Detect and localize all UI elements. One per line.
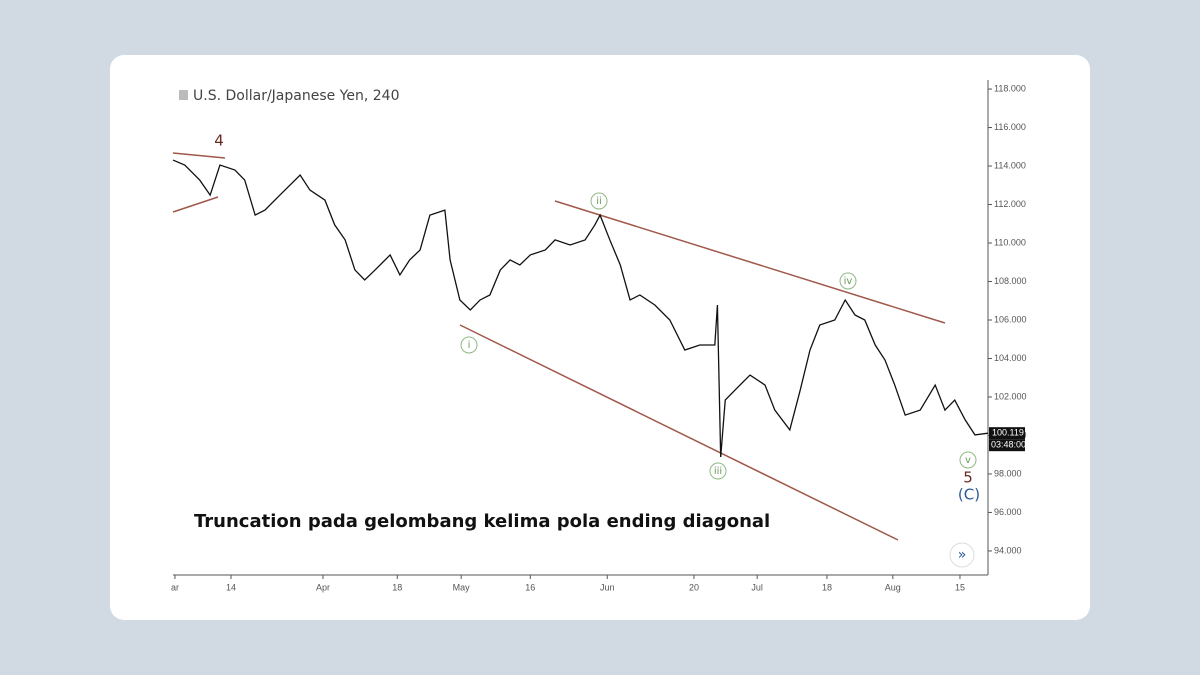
wave-circle bbox=[709, 462, 727, 480]
wave-circle bbox=[460, 336, 478, 354]
x-tick-label: May bbox=[453, 582, 471, 592]
price-tag bbox=[989, 427, 1025, 440]
y-tick-label: 106.000 bbox=[994, 314, 1027, 324]
wave-label: v bbox=[965, 455, 971, 466]
x-tick-label: 14 bbox=[226, 582, 236, 592]
wave-label: iv bbox=[844, 276, 853, 287]
scroll-button[interactable]: » bbox=[949, 542, 975, 568]
caption: Truncation pada gelombang kelima pola en… bbox=[194, 511, 770, 532]
y-tick-label: 104.000 bbox=[994, 353, 1027, 363]
wave-label: iii bbox=[714, 466, 722, 477]
y-tick-label: 116.000 bbox=[994, 122, 1026, 132]
y-tick-label: 108.000 bbox=[994, 276, 1027, 286]
price-line bbox=[172, 159, 989, 458]
y-tick-label: 112.000 bbox=[994, 199, 1026, 209]
y-tick-label: 94.000 bbox=[994, 545, 1022, 555]
y-tick-label: 114.000 bbox=[994, 160, 1026, 170]
wave-label: ii bbox=[596, 196, 602, 207]
button-circle[interactable] bbox=[949, 542, 975, 568]
x-tick-label: Jun bbox=[600, 582, 615, 592]
wave-circle bbox=[590, 192, 608, 210]
wave-label: 4 bbox=[214, 132, 224, 150]
button-label[interactable]: » bbox=[958, 547, 967, 563]
trendline bbox=[172, 152, 226, 159]
x-tick-label: 16 bbox=[525, 582, 535, 592]
x-tick-label: 18 bbox=[392, 582, 402, 592]
y-tick-label: 110.000 bbox=[994, 237, 1026, 247]
x-tick-label: Aug bbox=[885, 582, 901, 592]
wave-label: i bbox=[468, 340, 471, 351]
x-tick-label: 18 bbox=[822, 582, 832, 592]
wave-label: 5 bbox=[963, 469, 973, 487]
y-tick-label: 102.000 bbox=[994, 391, 1027, 401]
y-tick-label: 98.000 bbox=[994, 468, 1022, 478]
y-tick-label: 118.000 bbox=[994, 83, 1026, 93]
trendline bbox=[554, 200, 946, 324]
countdown-label: 03:48:00 bbox=[991, 440, 1026, 450]
chart-title: U.S. Dollar/Japanese Yen, 240 bbox=[193, 88, 399, 104]
countdown-tag bbox=[989, 439, 1025, 452]
trendline bbox=[172, 196, 219, 213]
title-icon bbox=[179, 90, 188, 100]
wave-circle bbox=[839, 272, 857, 290]
y-tick-label: 96.000 bbox=[994, 507, 1022, 517]
card bbox=[110, 55, 1090, 620]
wave-circle bbox=[959, 451, 977, 469]
x-tick-label: 15 bbox=[955, 582, 965, 592]
x-tick-label: Jul bbox=[751, 582, 763, 592]
x-tick-label: 20 bbox=[689, 582, 699, 592]
x-tick-label: ar bbox=[171, 582, 179, 592]
trendline bbox=[459, 324, 899, 541]
wave-label: (C) bbox=[958, 486, 980, 504]
price-tag-label: 100.119 bbox=[992, 428, 1024, 438]
x-tick-label: Apr bbox=[316, 582, 330, 592]
